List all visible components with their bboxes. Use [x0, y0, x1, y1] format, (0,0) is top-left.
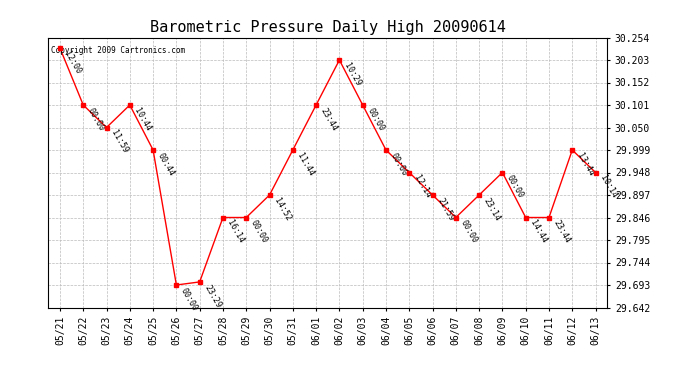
Text: 23:29: 23:29	[202, 283, 223, 309]
Text: 10:14: 10:14	[598, 174, 619, 200]
Text: 12:14: 12:14	[412, 174, 433, 200]
Text: 10:44: 10:44	[132, 106, 153, 132]
Text: 14:44: 14:44	[529, 219, 549, 245]
Text: 13:44: 13:44	[575, 152, 595, 177]
Text: 21:59: 21:59	[435, 196, 455, 222]
Text: 11:44: 11:44	[295, 152, 316, 177]
Text: 00:44: 00:44	[156, 152, 176, 177]
Text: 23:44: 23:44	[552, 219, 572, 245]
Title: Barometric Pressure Daily High 20090614: Barometric Pressure Daily High 20090614	[150, 20, 506, 35]
Text: 00:00: 00:00	[86, 106, 106, 132]
Text: 00:00: 00:00	[388, 152, 409, 177]
Text: 10:29: 10:29	[342, 62, 362, 87]
Text: 00:00: 00:00	[366, 106, 386, 132]
Text: 23:44: 23:44	[319, 106, 339, 132]
Text: 23:14: 23:14	[482, 196, 502, 222]
Text: 00:00: 00:00	[505, 174, 526, 200]
Text: 16:14: 16:14	[226, 219, 246, 245]
Text: 11:59: 11:59	[109, 129, 130, 155]
Text: 14:52: 14:52	[273, 196, 293, 222]
Text: Copyright 2009 Cartronics.com: Copyright 2009 Cartronics.com	[51, 46, 185, 55]
Text: 00:00: 00:00	[459, 219, 479, 245]
Text: 00:00: 00:00	[249, 219, 269, 245]
Text: 12:00: 12:00	[63, 50, 83, 76]
Text: 00:00: 00:00	[179, 286, 199, 312]
